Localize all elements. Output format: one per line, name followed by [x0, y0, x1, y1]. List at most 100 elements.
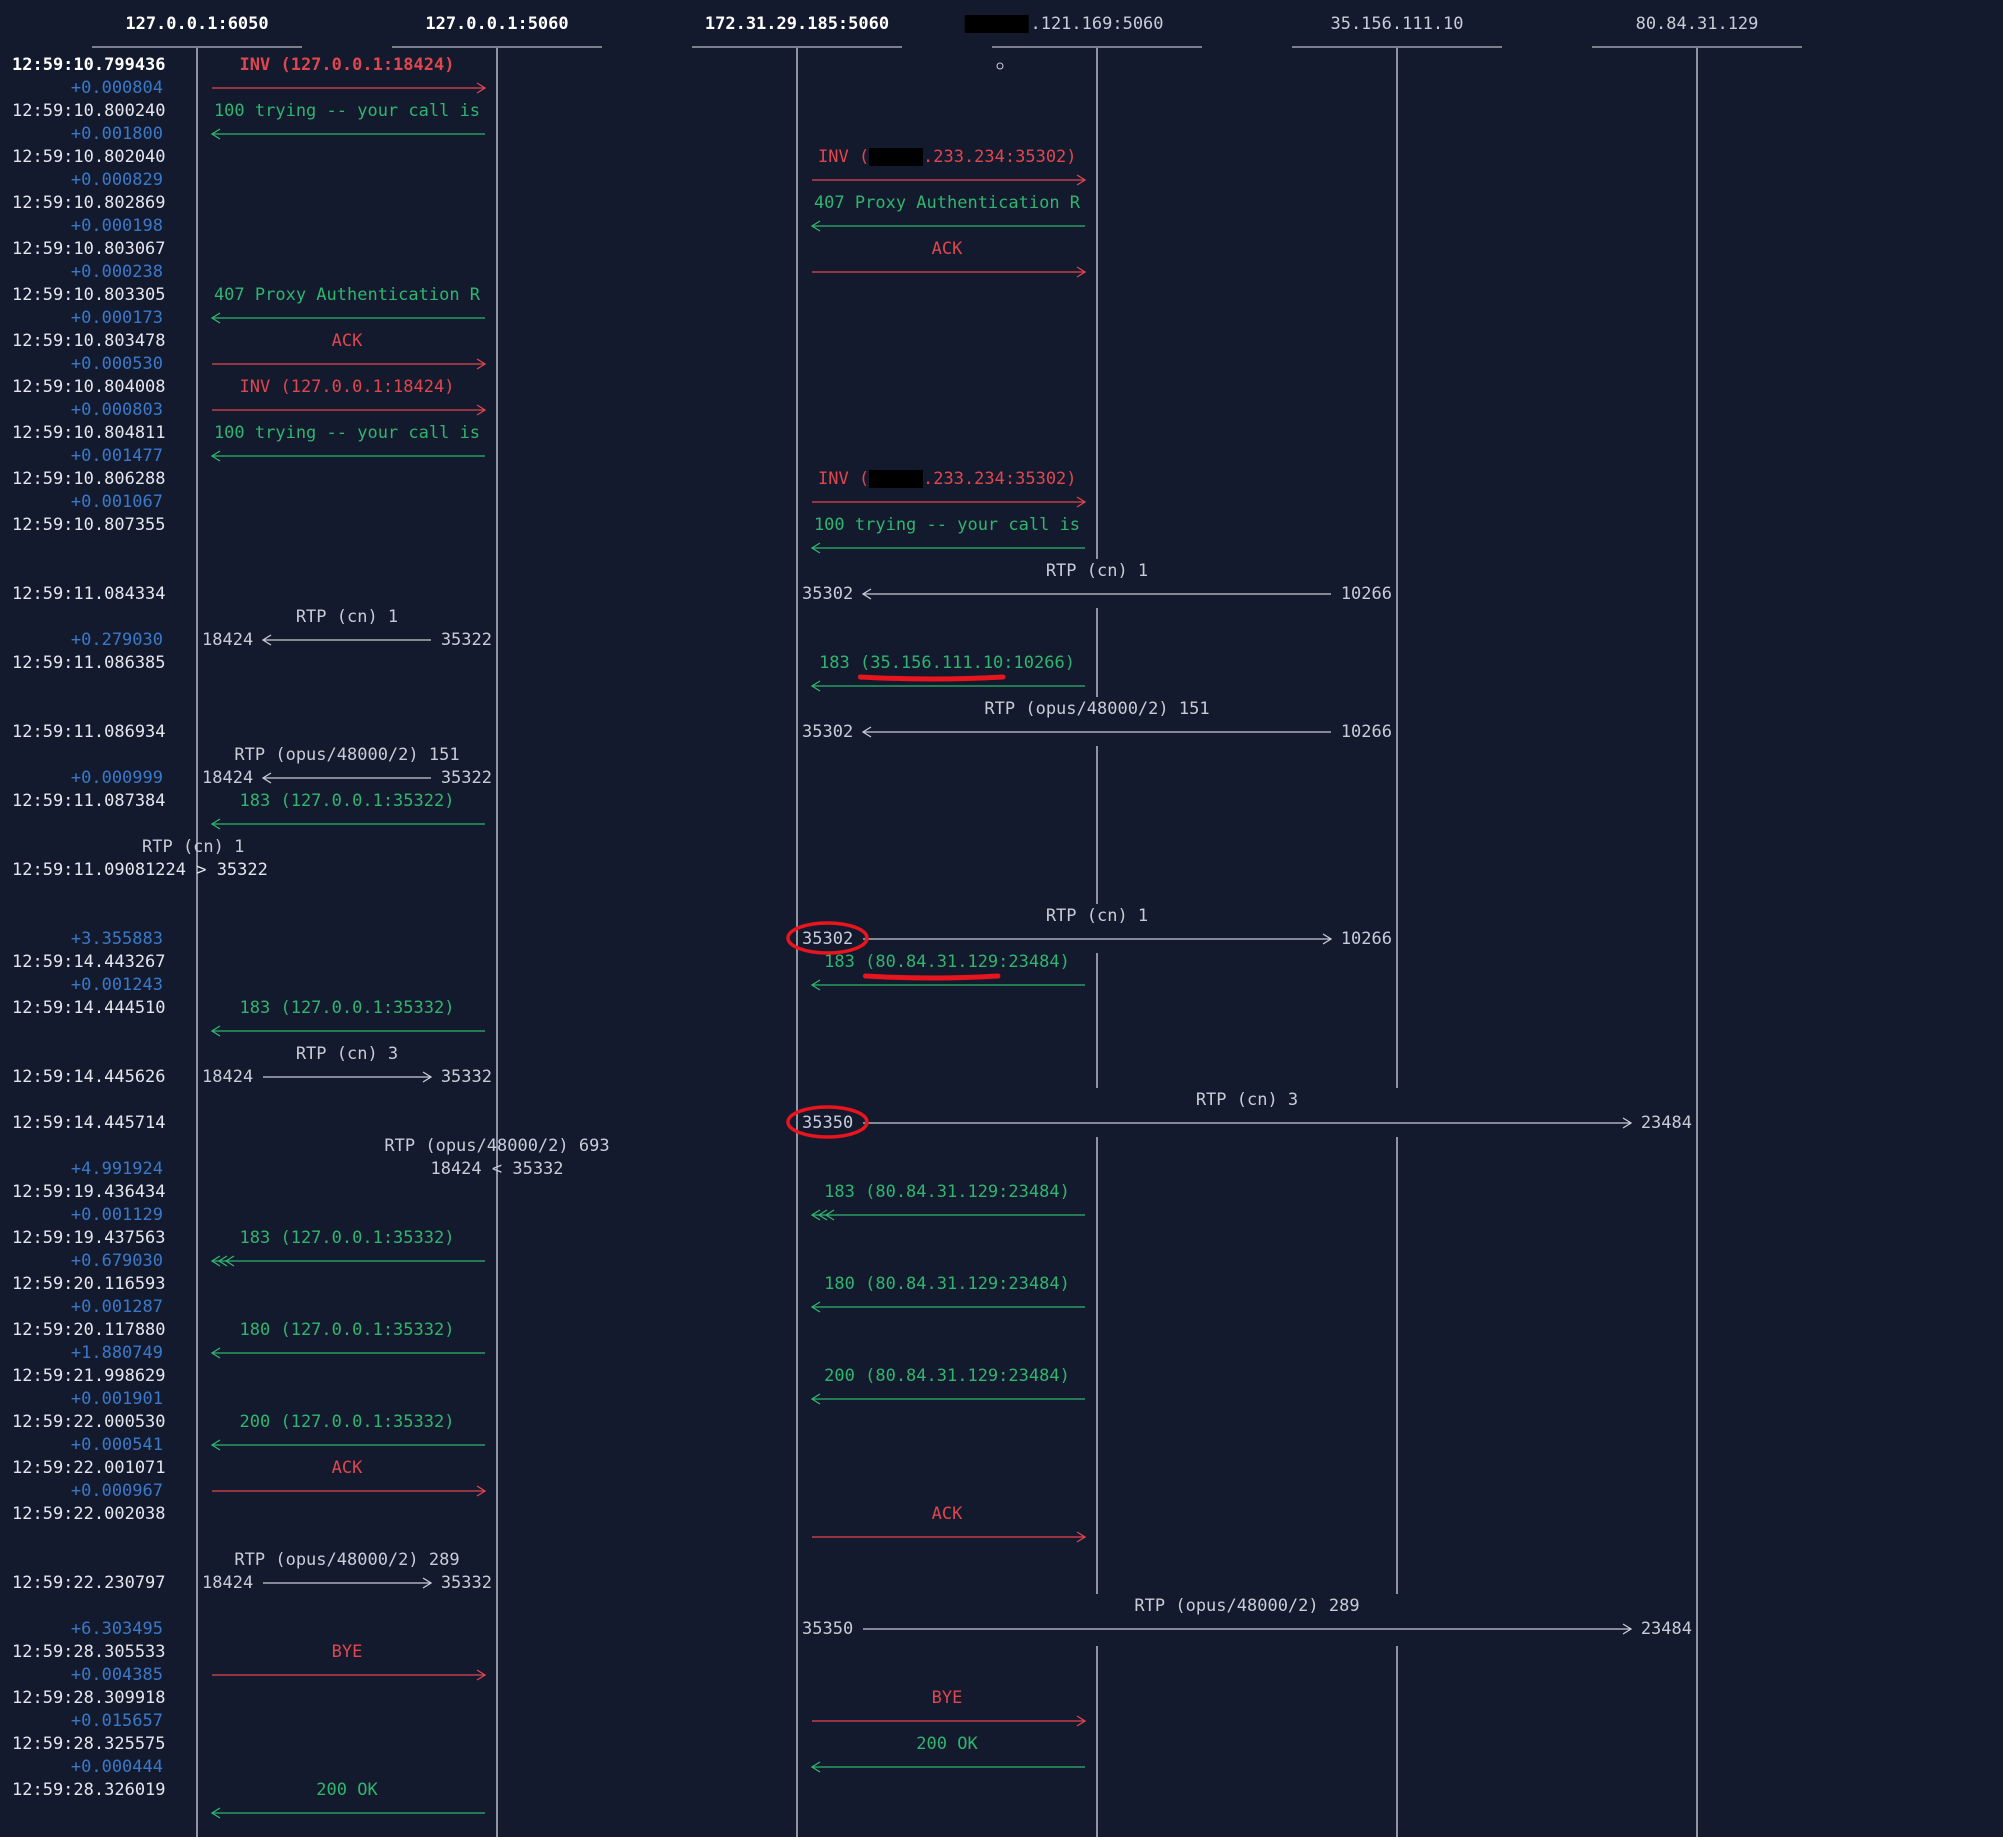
arrow-head [476, 358, 487, 370]
timestamp: 12:59:10.802869 [12, 193, 166, 213]
timestamp: 12:59:28.326019 [12, 1780, 166, 1800]
time-delta: +0.001477 [71, 446, 163, 466]
arrow-head [261, 634, 272, 646]
rtp-port: 10266 [1341, 722, 1392, 742]
rtp-port: 35332 [441, 1067, 492, 1087]
arrow-head [1076, 496, 1087, 508]
time-delta: +0.000967 [71, 1481, 163, 1501]
time-delta: +0.000829 [71, 170, 163, 190]
rtp-port: 35322 [441, 630, 492, 650]
timestamp: 12:59:10.803305 [12, 285, 166, 305]
timestamp: 12:59:10.804811 [12, 423, 166, 443]
arrow-head [1076, 1715, 1087, 1727]
circle-annotation [786, 921, 869, 955]
participant-label: 172.31.29.185:5060 [705, 14, 889, 34]
participant-label: .121.169:5060 [1030, 14, 1163, 34]
message-label: ACK [932, 239, 963, 259]
arrow-head [476, 404, 487, 416]
timestamp: 12:59:10.799436 [12, 55, 166, 75]
time-delta: +0.000444 [71, 1757, 163, 1777]
rtp-label: RTP (cn) 1 [1046, 561, 1148, 581]
arrow-head [224, 1255, 235, 1267]
arrow-head [1076, 266, 1087, 278]
timestamp: 12:59:10.803067 [12, 239, 166, 259]
rtp-port: 35302 [802, 722, 853, 742]
message-label: INV ( [818, 147, 869, 167]
participant-label: 127.0.0.1:5060 [425, 14, 568, 34]
time-delta: +0.001067 [71, 492, 163, 512]
rtp-label: RTP (cn) 1 [296, 607, 398, 627]
rtp-label: RTP (opus/48000/2) 289 [234, 1550, 459, 1570]
message-label: 180 (127.0.0.1:35332) [240, 1320, 455, 1340]
arrow-head [210, 1255, 221, 1267]
rtp-port: 35350 [802, 1113, 853, 1133]
timestamp: 12:59:20.117880 [12, 1320, 166, 1340]
message-label: 183 (127.0.0.1:35332) [240, 1228, 455, 1248]
time-delta: +3.355883 [71, 929, 163, 949]
time-delta: +0.000238 [71, 262, 163, 282]
rtp-label: RTP (opus/48000/2) 151 [984, 699, 1209, 719]
message-label: 183 (127.0.0.1:35322) [240, 791, 455, 811]
arrow-head [422, 1577, 433, 1589]
rtp-port: 18424 [202, 768, 253, 788]
message-label: 200 (80.84.31.129:23484) [824, 1366, 1070, 1386]
timestamp: 12:59:11.086385 [12, 653, 166, 673]
timestamp: 12:59:22.230797 [12, 1573, 166, 1593]
arrow-head [1622, 1117, 1633, 1129]
time-delta: +0.000803 [71, 400, 163, 420]
arrow-head [810, 1393, 821, 1405]
message-label: 180 (80.84.31.129:23484) [824, 1274, 1070, 1294]
timestamp: 12:59:21.998629 [12, 1366, 166, 1386]
timestamp: 12:59:28.325575 [12, 1734, 166, 1754]
arrow-head [1322, 933, 1333, 945]
timestamp: 12:59:22.000530 [12, 1412, 166, 1432]
arrow-head [810, 1209, 821, 1221]
timestamp: 12:59:14.445626 [12, 1067, 166, 1087]
arrow-head [210, 818, 221, 830]
message-label: 183 (80.84.31.129:23484) [824, 1182, 1070, 1202]
redaction-box [869, 148, 923, 166]
message-label: INV ( [818, 469, 869, 489]
timestamp: 12:59:11.084334 [12, 584, 166, 604]
message-label: .233.234:35302) [923, 469, 1077, 489]
message-label: 200 (127.0.0.1:35332) [240, 1412, 455, 1432]
arrow-head [210, 1439, 221, 1451]
arrow-head [217, 1255, 228, 1267]
arrow-head [810, 680, 821, 692]
rtp-port: 18424 [202, 630, 253, 650]
timestamp: 12:59:14.445714 [12, 1113, 166, 1133]
time-delta: +0.001800 [71, 124, 163, 144]
time-delta: +0.001129 [71, 1205, 163, 1225]
message-label: ACK [332, 331, 363, 351]
redaction-box [964, 15, 1029, 33]
rtp-port: 35302 [802, 584, 853, 604]
rtp-port: 18424 [202, 1573, 253, 1593]
arrow-head [476, 82, 487, 94]
rtp-port: 35302 [802, 929, 853, 949]
rtp-port: 23484 [1641, 1619, 1692, 1639]
time-delta: +0.004385 [71, 1665, 163, 1685]
time-delta: +1.880749 [71, 1343, 163, 1363]
arrow-head [810, 542, 821, 554]
time-delta: +0.000541 [71, 1435, 163, 1455]
rtp-label: RTP (cn) 1 [1046, 906, 1148, 926]
arrow-head [210, 450, 221, 462]
time-delta: +0.000999 [71, 768, 163, 788]
message-label: INV (127.0.0.1:18424) [240, 377, 455, 397]
arrow-head [1076, 174, 1087, 186]
arrow-head [861, 588, 872, 600]
timestamp: 12:59:10.800240 [12, 101, 166, 121]
arrow-head [261, 772, 272, 784]
rtp-port: 18424 [202, 1067, 253, 1087]
timestamp: 12:59:20.116593 [12, 1274, 166, 1294]
time-delta: +0.279030 [71, 630, 163, 650]
message-label: BYE [932, 1688, 963, 1708]
timestamp: 12:59:22.001071 [12, 1458, 166, 1478]
time-delta: +0.001243 [71, 975, 163, 995]
message-label: 183 (80.84.31.129:23484) [824, 952, 1070, 972]
arrow-head [1076, 1531, 1087, 1543]
rtp-note: 18424 < 35332 [430, 1159, 563, 1179]
time-delta: +0.001901 [71, 1389, 163, 1409]
